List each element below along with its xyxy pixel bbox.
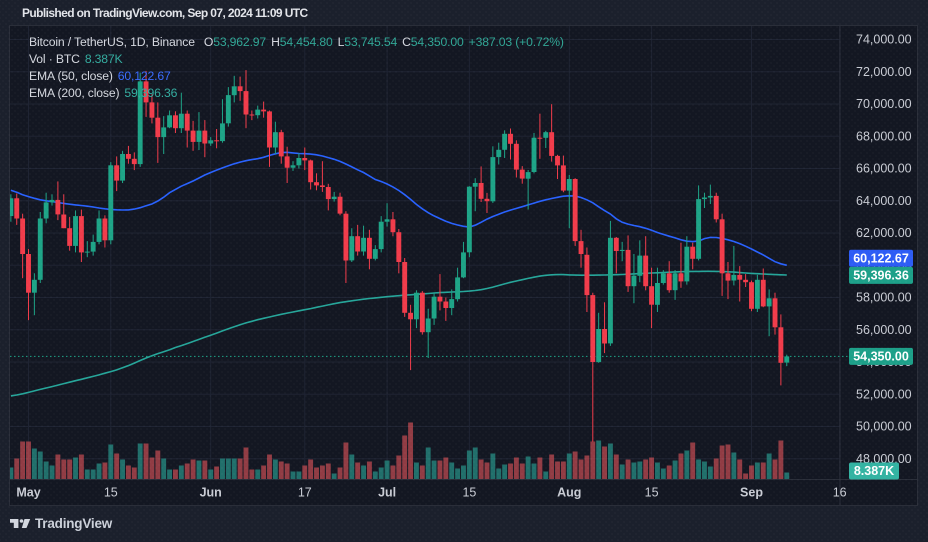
svg-text:Jun: Jun <box>200 486 222 500</box>
svg-text:Jul: Jul <box>378 486 396 500</box>
svg-text:54,350.00: 54,350.00 <box>853 350 909 364</box>
svg-text:62,000.00: 62,000.00 <box>856 226 912 240</box>
svg-text:17: 17 <box>298 486 312 500</box>
svg-text:52,000.00: 52,000.00 <box>856 387 912 401</box>
svg-text:70,000.00: 70,000.00 <box>856 97 912 111</box>
svg-text:60,122.67: 60,122.67 <box>853 251 909 265</box>
svg-text:15: 15 <box>462 486 476 500</box>
svg-text:74,000.00: 74,000.00 <box>856 33 912 47</box>
svg-text:64,000.00: 64,000.00 <box>856 194 912 208</box>
svg-text:56,000.00: 56,000.00 <box>856 323 912 337</box>
svg-text:May: May <box>16 486 40 500</box>
svg-text:72,000.00: 72,000.00 <box>856 65 912 79</box>
svg-text:15: 15 <box>104 486 118 500</box>
svg-text:66,000.00: 66,000.00 <box>856 162 912 176</box>
svg-text:Sep: Sep <box>740 486 763 500</box>
svg-text:48,000.00: 48,000.00 <box>856 452 912 466</box>
svg-text:58,000.00: 58,000.00 <box>856 291 912 305</box>
svg-text:59,396.36: 59,396.36 <box>853 269 909 283</box>
svg-text:15: 15 <box>645 486 659 500</box>
svg-text:50,000.00: 50,000.00 <box>856 420 912 434</box>
svg-text:8.387K: 8.387K <box>854 464 894 478</box>
svg-text:Aug: Aug <box>557 486 581 500</box>
svg-text:16: 16 <box>833 486 847 500</box>
svg-text:68,000.00: 68,000.00 <box>856 129 912 143</box>
